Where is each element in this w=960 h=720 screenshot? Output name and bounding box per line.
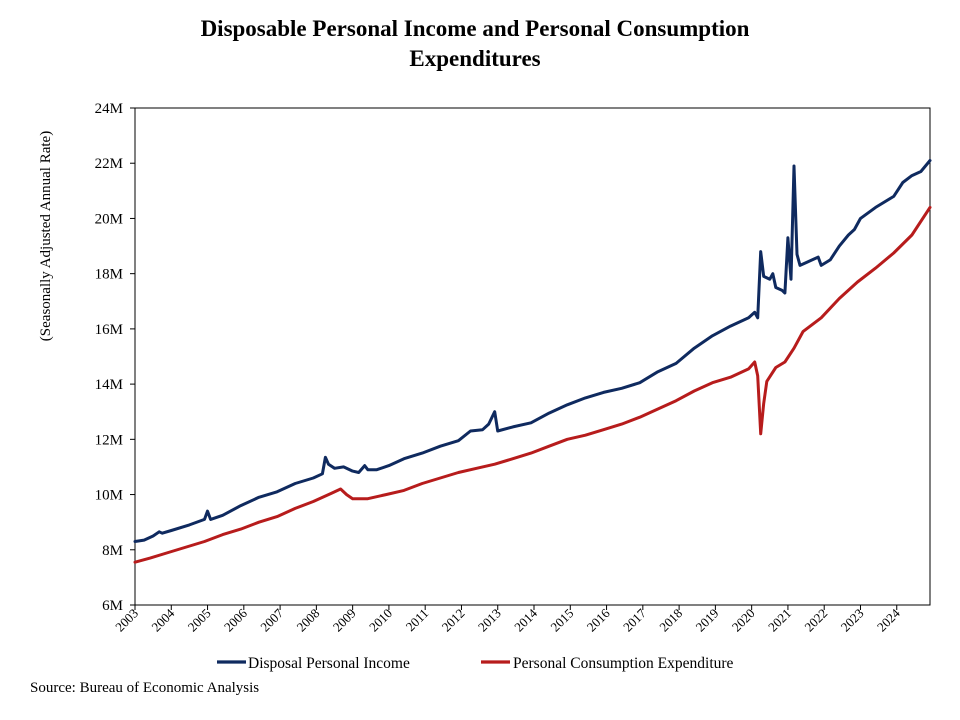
x-tick-label: 2006 xyxy=(221,605,250,634)
y-axis-label: (Seasonally Adjusted Annual Rate) xyxy=(38,131,54,341)
x-tick-label: 2019 xyxy=(693,606,722,635)
chart-title: Disposable Personal Income and Personal … xyxy=(0,14,950,74)
x-tick-label: 2022 xyxy=(801,606,830,635)
x-tick-label: 2015 xyxy=(547,606,576,635)
x-tick-label: 2017 xyxy=(620,605,649,634)
y-tick-label: 14M xyxy=(95,377,123,393)
x-tick-label: 2014 xyxy=(511,605,540,634)
y-tick-label: 12M xyxy=(95,432,123,448)
series-line-disposable-income xyxy=(133,159,932,543)
source-note: Source: Bureau of Economic Analysis xyxy=(30,680,260,696)
x-tick-label: 2007 xyxy=(257,605,286,634)
x-axis-ticks: 2003 2004 2005 2006 2007 2008 2009 2010 2011 2012… xyxy=(112,605,903,635)
x-tick-label: 2024 xyxy=(874,605,903,634)
y-tick-label: 20M xyxy=(95,211,123,227)
x-tick-label: 2009 xyxy=(330,606,359,635)
y-tick-label: 16M xyxy=(95,322,123,338)
x-tick-label: 2005 xyxy=(185,606,214,635)
x-tick-label: 2011 xyxy=(403,606,432,635)
y-tick-label: 24M xyxy=(95,101,123,117)
x-tick-label: 2010 xyxy=(366,606,395,635)
x-tick-label: 2008 xyxy=(293,606,322,635)
x-tick-label: 2018 xyxy=(656,606,685,635)
chart-title-line-1: Disposable Personal Income and Personal … xyxy=(200,16,750,41)
plot-area xyxy=(134,107,931,606)
legend-label-consumption: Personal Consumption Expenditure xyxy=(513,655,734,672)
y-tick-label: 10M xyxy=(95,488,123,504)
x-tick-label: 2012 xyxy=(439,606,468,635)
chart-title-line-2: Expenditures xyxy=(409,46,541,71)
y-tick-label: 18M xyxy=(95,267,123,283)
x-tick-label: 2016 xyxy=(584,605,613,634)
y-tick-label: 6M xyxy=(102,598,123,614)
x-tick-label: 2020 xyxy=(729,606,758,635)
series-line-consumption xyxy=(133,205,932,564)
y-axis-ticks: 6M 8M 10M 12M 14M 16M 18M 20M 22M 24M xyxy=(95,101,135,614)
y-tick-label: 22M xyxy=(95,156,123,172)
series-lines xyxy=(133,159,932,564)
x-tick-label: 2004 xyxy=(148,605,177,634)
x-tick-label: 2021 xyxy=(765,606,794,635)
legend-label-disposable-income: Disposal Personal Income xyxy=(248,655,410,672)
legend: Disposal Personal Income Personal Consum… xyxy=(217,655,734,672)
x-tick-label: 2013 xyxy=(475,606,504,635)
y-tick-label: 8M xyxy=(102,543,123,559)
x-tick-label: 2023 xyxy=(838,606,867,635)
